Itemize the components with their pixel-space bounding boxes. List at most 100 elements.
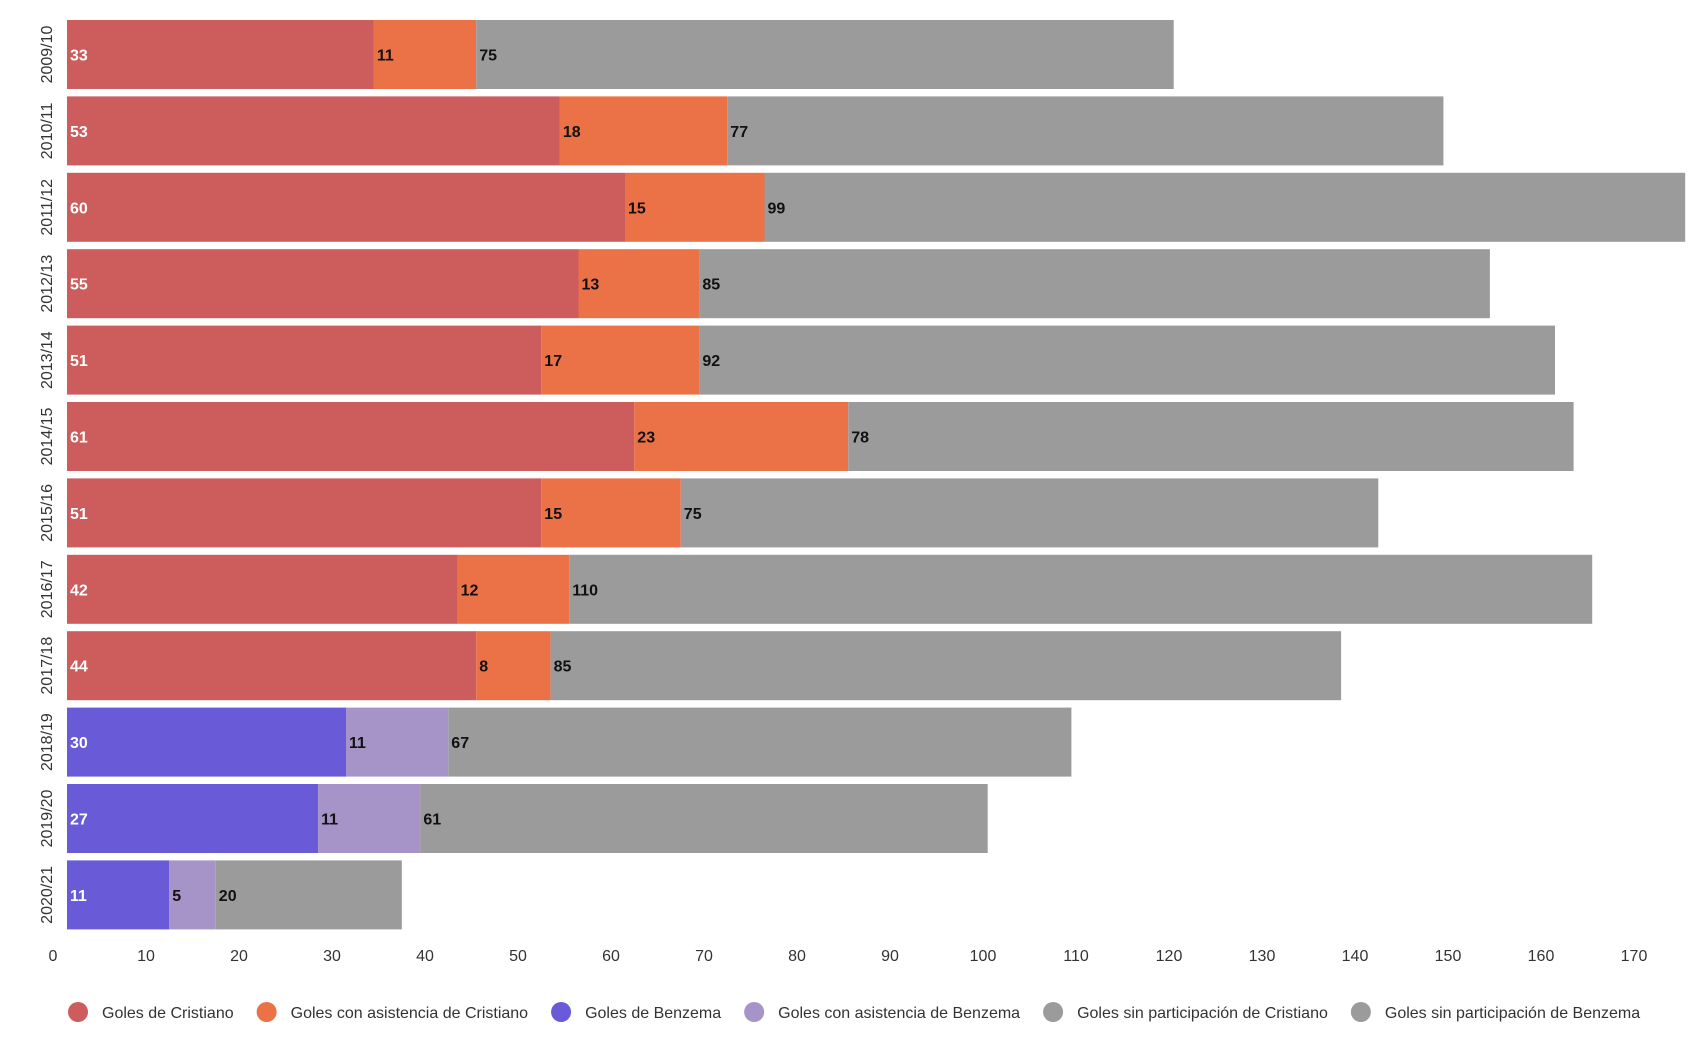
data-label: 30 (70, 735, 88, 752)
bar-segment-2010-11-s0 (67, 96, 560, 166)
data-label: 11 (321, 812, 338, 829)
bar-segment-2020-21-s5 (215, 860, 402, 930)
x-tick-label: 20 (230, 948, 248, 965)
legend-swatch (256, 1002, 277, 1022)
category-label: 2012/13 (39, 255, 56, 313)
data-label: 85 (554, 659, 572, 676)
bar-segment-2009-10-s0 (67, 20, 374, 89)
bar-segment-2009-10-s4 (476, 20, 1174, 89)
category-label: 2009/10 (39, 25, 56, 83)
x-tick-label: 160 (1528, 948, 1555, 965)
bar-segment-2017-18-s0 (67, 631, 477, 701)
legend-swatch (1043, 1002, 1064, 1022)
data-label: 15 (628, 200, 646, 217)
bar-segment-2010-11-s1 (559, 96, 728, 166)
bar-segment-2014-15-s4 (848, 402, 1574, 471)
data-label: 75 (479, 48, 497, 65)
data-label: 11 (70, 888, 87, 905)
x-tick-label: 140 (1342, 948, 1369, 965)
data-label: 42 (70, 582, 88, 599)
category-label: 2018/19 (39, 713, 56, 771)
x-tick-label: 110 (1063, 948, 1089, 965)
data-label: 33 (70, 48, 88, 65)
data-label: 110 (572, 582, 598, 599)
legend-swatch (551, 1002, 572, 1022)
legend-swatch (68, 1002, 88, 1022)
bar-segment-2018-19-s3 (346, 707, 449, 777)
x-tick-label: 0 (49, 948, 58, 965)
bar-segment-2016-17-s0 (67, 554, 458, 624)
data-label: 20 (219, 888, 237, 905)
bar-segment-2009-10-s1 (373, 20, 477, 89)
bar-segment-2016-17-s4 (569, 554, 1593, 624)
data-label: 11 (377, 48, 394, 65)
bar-segment-2019-20-s2 (67, 784, 319, 853)
bar-segment-2012-13-s0 (67, 249, 579, 319)
legend-label: Goles con asistencia de Cristiano (291, 1005, 529, 1022)
category-label: 2016/17 (39, 560, 56, 618)
category-label: 2010/11 (39, 102, 56, 159)
x-tick-label: 70 (695, 948, 713, 965)
x-tick-label: 120 (1156, 948, 1183, 965)
legend-label: Goles de Cristiano (102, 1005, 234, 1022)
data-label: 27 (70, 812, 88, 829)
data-label: 53 (70, 124, 88, 141)
data-label: 99 (768, 200, 786, 217)
bar-segment-2014-15-s0 (67, 402, 635, 471)
data-label: 51 (70, 506, 88, 523)
data-label: 12 (461, 582, 479, 599)
category-label: 2019/20 (39, 789, 56, 847)
bar-segment-2015-16-s4 (680, 478, 1379, 548)
x-axis-ticks-group: 0 10 20 30 40 50 60 70 80 90 100 110 120 130 140 150 160… (49, 948, 1648, 965)
bar-segment-2015-16-s1 (541, 478, 681, 548)
data-label: 78 (851, 430, 869, 447)
data-label: 61 (70, 430, 88, 447)
legend-label: Goles de Benzema (585, 1005, 721, 1022)
legend-swatch (744, 1002, 765, 1022)
legend-label: Goles sin participación de Cristiano (1077, 1005, 1328, 1022)
data-label: 77 (730, 124, 748, 141)
data-label: 8 (479, 659, 488, 676)
data-label: 60 (70, 200, 88, 217)
category-labels-group: 2009/10 2010/11 2011/12 2012/13 2013/14 2014/… (39, 25, 56, 923)
bar-segment-2017-18-s4 (550, 631, 1342, 701)
bar-segment-2019-20-s5 (420, 784, 988, 853)
data-label: 23 (637, 430, 655, 447)
bar-segment-2017-18-s1 (476, 631, 551, 701)
legend-label: Goles sin participación de Benzema (1385, 1005, 1640, 1022)
data-label: 13 (582, 277, 600, 294)
bar-segment-2019-20-s3 (318, 784, 421, 853)
x-tick-label: 80 (788, 948, 806, 965)
legend-label: Goles con asistencia de Benzema (778, 1005, 1020, 1022)
data-label: 51 (70, 353, 88, 370)
bar-segment-2018-19-s5 (448, 707, 1072, 777)
category-label: 2015/16 (39, 484, 56, 542)
bar-segment-2020-21-s2 (67, 860, 170, 930)
data-label: 18 (563, 124, 581, 141)
x-tick-label: 90 (881, 948, 899, 965)
x-tick-label: 60 (602, 948, 620, 965)
x-tick-label: 170 (1621, 948, 1648, 965)
bar-segment-2020-21-s3 (169, 860, 216, 930)
bar-segment-2016-17-s1 (457, 554, 570, 624)
bar-segment-2010-11-s4 (727, 96, 1444, 166)
data-label: 92 (702, 353, 720, 370)
legend: Goles de Cristiano Goles con asistencia d… (68, 1002, 1640, 1022)
data-label: 55 (70, 277, 88, 294)
x-tick-label: 130 (1249, 948, 1276, 965)
legend-swatch (1350, 1002, 1371, 1022)
bar-segment-2013-14-s1 (541, 325, 700, 395)
bar-segment-2015-16-s0 (67, 478, 542, 548)
bar-segment-2011-12-s1 (625, 172, 765, 242)
bar-segment-2012-13-s4 (699, 249, 1490, 319)
data-label: 11 (349, 735, 366, 752)
data-label: 85 (702, 277, 720, 294)
x-tick-label: 150 (1435, 948, 1462, 965)
category-label: 2020/21 (39, 866, 56, 924)
x-tick-label: 30 (323, 948, 341, 965)
bar-segment-2012-13-s1 (578, 249, 700, 319)
data-label: 17 (544, 353, 562, 370)
category-label: 2017/18 (39, 637, 56, 695)
